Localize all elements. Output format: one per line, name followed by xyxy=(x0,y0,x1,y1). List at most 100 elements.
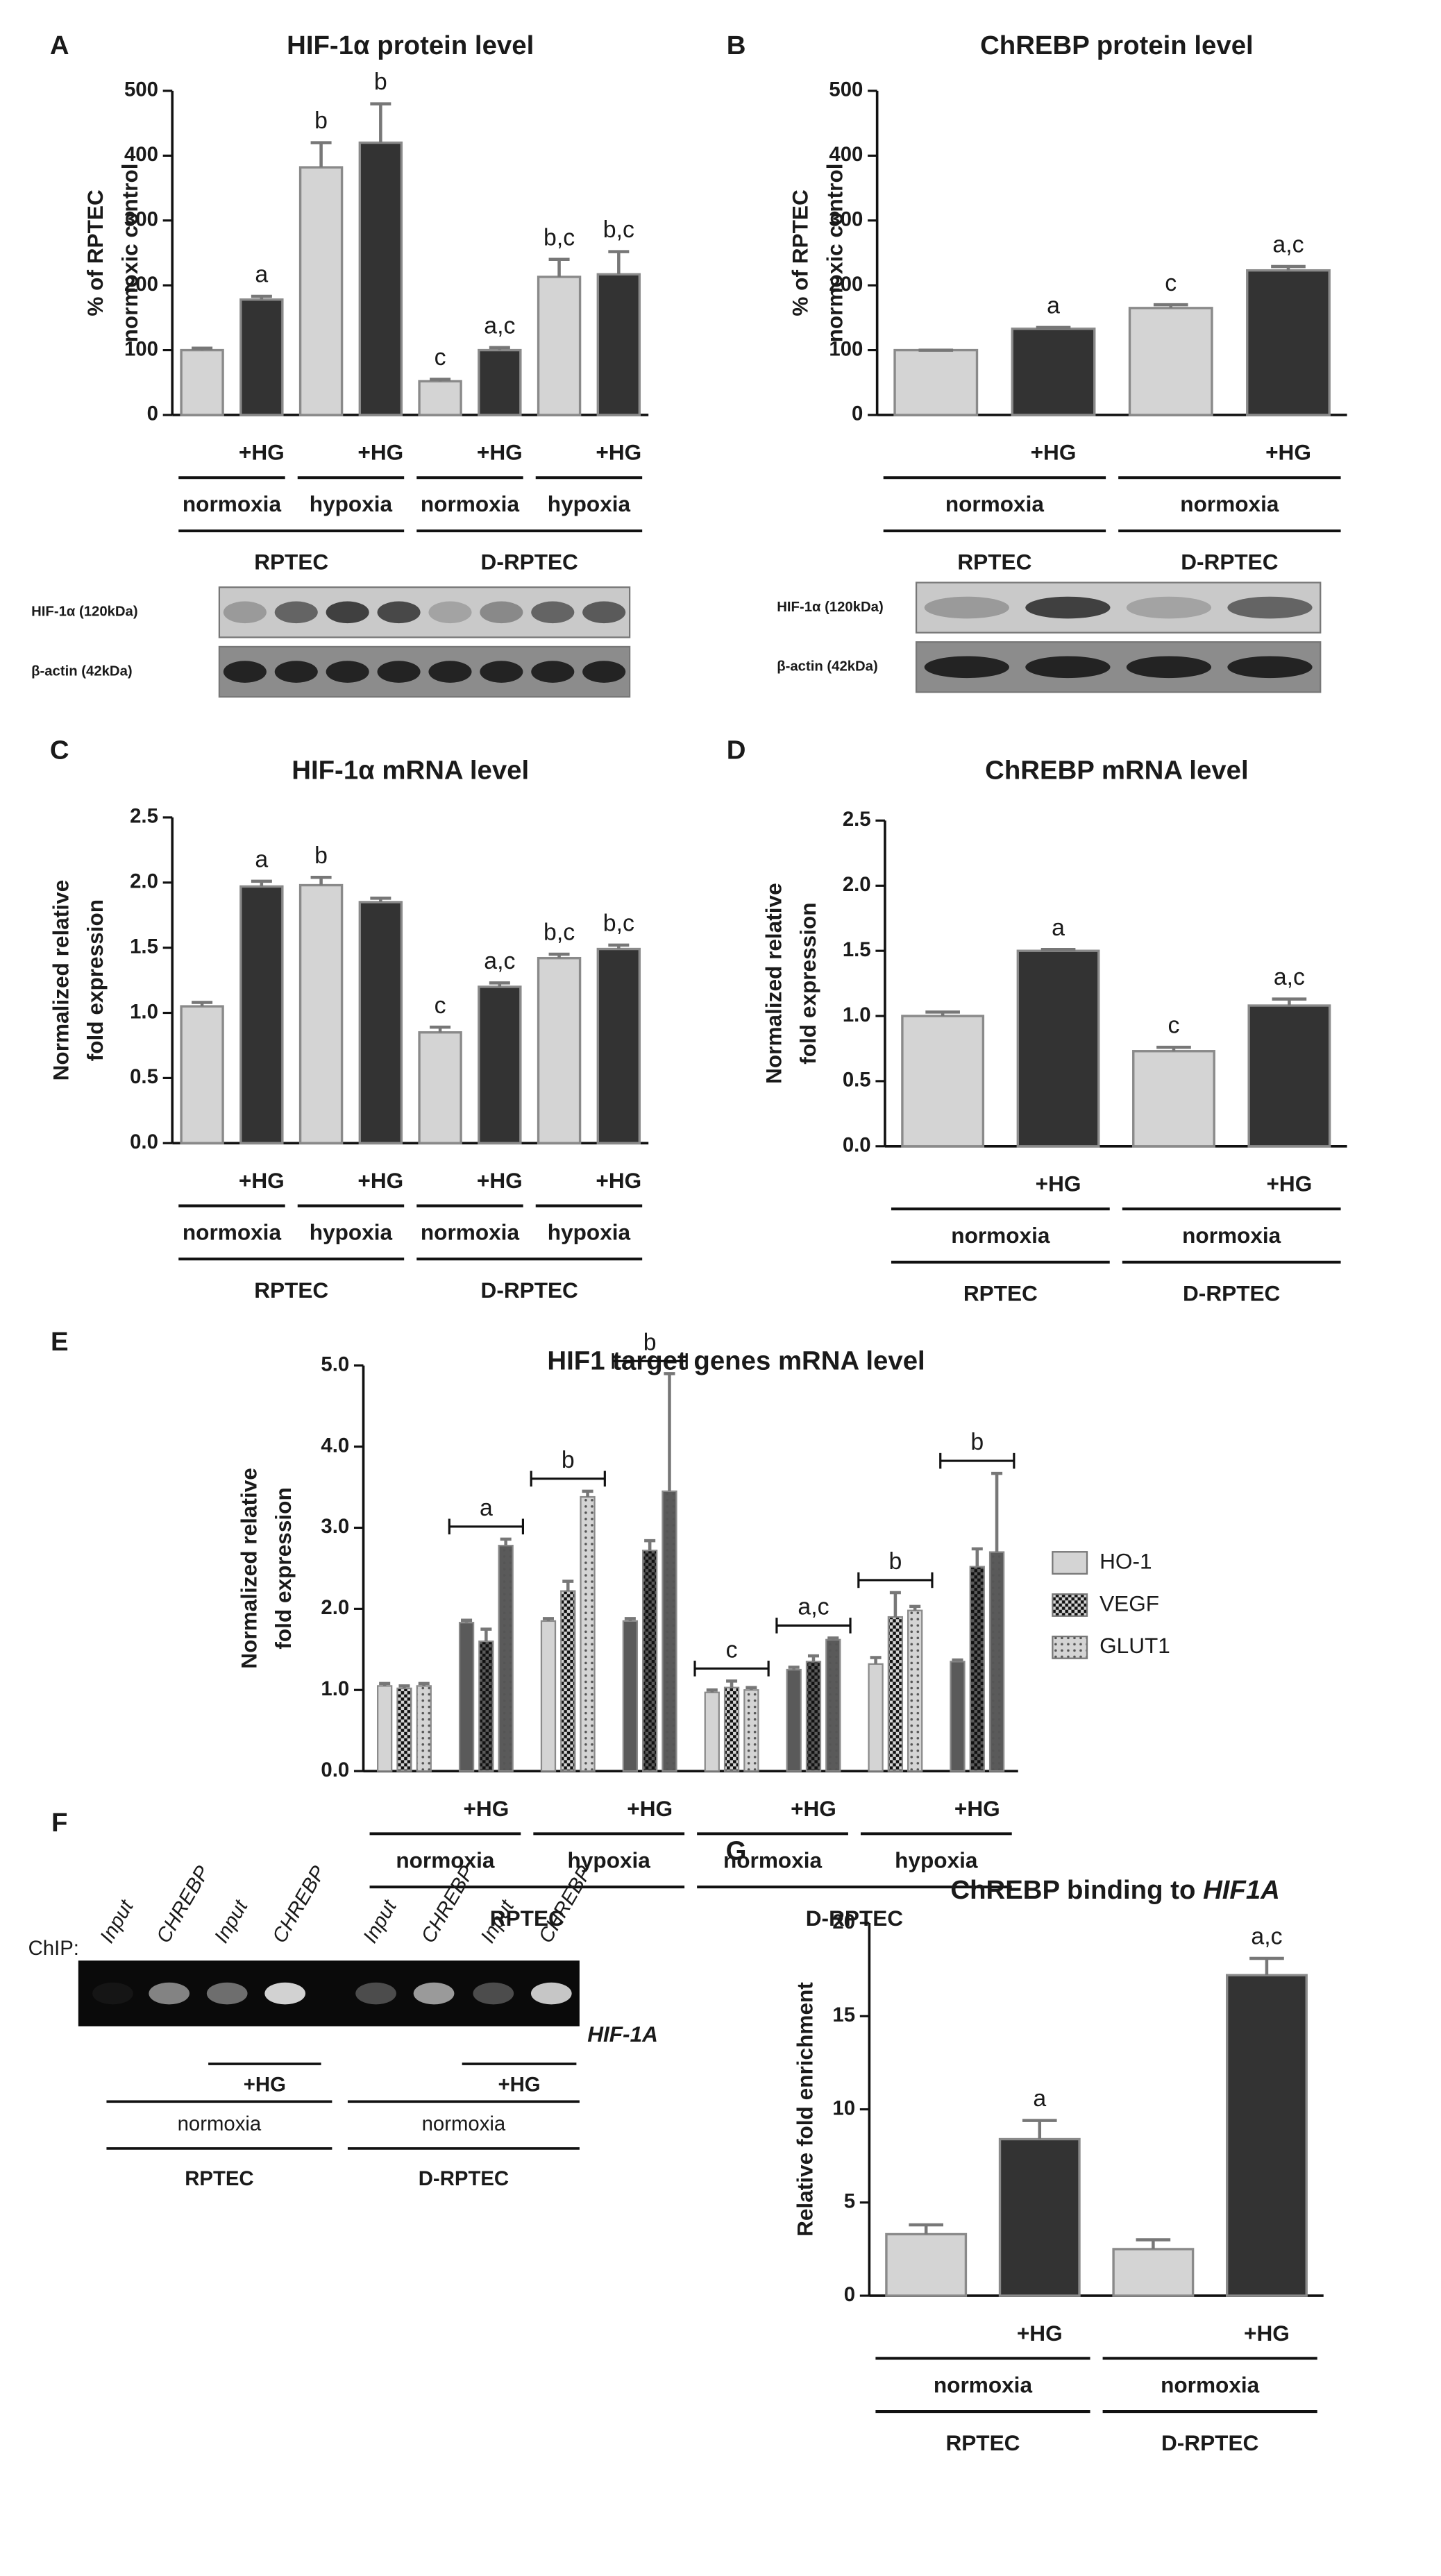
y-tick-label: 300 xyxy=(829,207,863,230)
blot-band xyxy=(223,601,267,624)
condition-label: normoxia xyxy=(951,1223,1050,1248)
chart-title: HIF1 target genes mRNA level xyxy=(547,1346,925,1375)
blot-band xyxy=(924,596,1009,619)
treatment-label: +HG xyxy=(244,2073,286,2096)
significance-label: b,c xyxy=(543,920,575,946)
legend-swatch xyxy=(1052,1635,1088,1659)
y-axis-label: Normalized relative xyxy=(761,883,786,1084)
bar xyxy=(786,1668,802,1772)
y-axis-label: % of RPTEC xyxy=(788,189,813,316)
y-tick-label: 3.0 xyxy=(321,1515,349,1538)
y-tick-label: 200 xyxy=(124,273,158,296)
significance-label: a xyxy=(1033,2085,1046,2112)
y-tick-label: 1.5 xyxy=(843,938,871,961)
condition-label: normoxia xyxy=(945,491,1045,516)
blot-band xyxy=(326,661,369,683)
gel-band xyxy=(264,1982,306,2005)
bar xyxy=(580,1495,596,1772)
bar xyxy=(1226,1974,1308,2297)
cell-line-label: D-RPTEC xyxy=(806,1906,903,1931)
bar xyxy=(1132,1050,1215,1148)
blot-band xyxy=(223,661,267,683)
significance-label: b xyxy=(314,108,328,134)
y-axis-label: normoxic control xyxy=(117,163,142,342)
legend-swatch xyxy=(1052,1551,1088,1575)
y-tick-label: 0 xyxy=(852,402,863,425)
bar xyxy=(642,1550,658,1772)
bar xyxy=(723,1686,740,1772)
condition-label: normoxia xyxy=(1161,2372,1260,2397)
cell-line-label: RPTEC xyxy=(957,550,1031,575)
bar xyxy=(743,1689,759,1772)
y-tick-label: 500 xyxy=(124,78,158,101)
gel-band xyxy=(473,1982,514,2005)
treatment-label: +HG xyxy=(791,1796,836,1821)
treatment-label: +HG xyxy=(596,1168,641,1193)
bar xyxy=(969,1566,985,1772)
chart-title: ChREBP binding to HIF1A xyxy=(950,1875,1280,1905)
condition-label: normoxia xyxy=(421,491,520,516)
y-tick-label: 400 xyxy=(124,143,158,166)
treatment-label: +HG xyxy=(357,440,403,465)
blot-band xyxy=(582,601,626,624)
significance-label: b xyxy=(643,1329,657,1355)
blot-band xyxy=(1126,596,1212,619)
bar xyxy=(596,947,641,1144)
gel-band xyxy=(92,1982,133,2005)
blot-band xyxy=(480,661,523,683)
cell-line-label: D-RPTEC xyxy=(481,550,578,575)
blot-band xyxy=(531,661,575,683)
y-tick-label: 2.0 xyxy=(130,870,158,893)
gel-band xyxy=(413,1982,455,2005)
blot-label: HIF-1α (120kDa) xyxy=(777,600,883,615)
cell-line-label: RPTEC xyxy=(963,1280,1038,1305)
bar xyxy=(298,883,344,1144)
bar xyxy=(901,1015,985,1148)
significance-label: a,c xyxy=(484,948,515,974)
treatment-label: +HG xyxy=(1244,2321,1290,2346)
chart-title: HIF-1α mRNA level xyxy=(292,756,529,786)
y-tick-label: 100 xyxy=(829,337,863,360)
cell-line-label: RPTEC xyxy=(945,2430,1020,2455)
significance-label: a,c xyxy=(798,1594,829,1620)
significance-label: a,c xyxy=(1272,232,1304,258)
treatment-label: +HG xyxy=(239,1168,285,1193)
bar xyxy=(1247,1004,1331,1148)
blot-band xyxy=(531,601,575,624)
gel-band xyxy=(530,1982,572,2005)
bar xyxy=(1128,307,1213,416)
blot-band xyxy=(582,661,626,683)
y-tick-label: 0.0 xyxy=(321,1759,349,1781)
treatment-label: +HG xyxy=(477,440,523,465)
condition-label: normoxia xyxy=(422,2112,506,2135)
treatment-label: +HG xyxy=(357,1168,403,1193)
significance-label: b xyxy=(374,69,387,95)
y-tick-label: 1.0 xyxy=(843,1003,871,1026)
cell-line-label: RPTEC xyxy=(254,1278,328,1303)
condition-label: hypoxia xyxy=(568,1847,651,1872)
panel-letter: B xyxy=(727,31,746,60)
y-tick-label: 15 xyxy=(832,2003,855,2026)
bar xyxy=(498,1545,514,1772)
cell-line-label: D-RPTEC xyxy=(481,1278,578,1303)
blot-label: HIF-1α (120kDa) xyxy=(31,604,137,620)
y-axis-label: Normalized relative xyxy=(236,1468,261,1669)
y-axis-label: % of RPTEC xyxy=(83,189,108,316)
significance-label: a xyxy=(255,262,268,288)
treatment-label: +HG xyxy=(1031,440,1077,465)
treatment-label: +HG xyxy=(1017,2321,1063,2346)
title-text: ChREBP binding to xyxy=(950,1875,1195,1905)
y-tick-label: 5.0 xyxy=(321,1353,349,1375)
treatment-label: +HG xyxy=(596,440,641,465)
cell-line-label: RPTEC xyxy=(490,1906,564,1931)
y-tick-label: 0 xyxy=(844,2283,855,2306)
bar xyxy=(1011,328,1096,416)
bar xyxy=(298,166,344,416)
bar xyxy=(988,1551,1005,1772)
y-tick-label: 2.5 xyxy=(130,805,158,828)
condition-label: normoxia xyxy=(183,1219,282,1244)
y-tick-label: 1.0 xyxy=(321,1677,349,1700)
y-axis-label: fold expression xyxy=(83,899,108,1061)
condition-label: normoxia xyxy=(723,1847,823,1872)
